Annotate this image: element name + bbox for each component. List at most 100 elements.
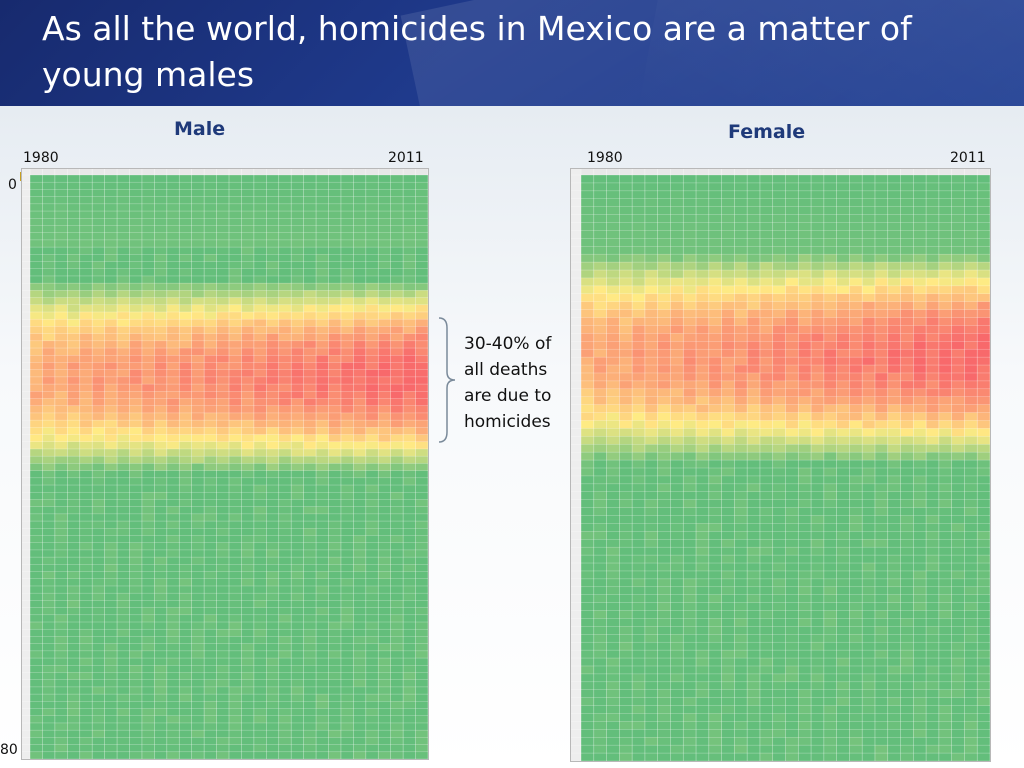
heatmap-cell [785,665,799,675]
heatmap-cell [670,420,684,429]
heatmap-cell [670,555,684,564]
heatmap-cell [278,391,292,399]
heatmap-cell [862,412,876,421]
heatmap-cell [415,340,429,349]
heatmap-cell [657,594,671,603]
heatmap-cell [390,218,404,226]
heatmap-cell [887,491,901,500]
heatmap-cell [403,549,416,558]
heatmap-cell [593,594,607,603]
heatmap-cell [708,618,722,627]
heatmap-cell [179,708,192,717]
heatmap-cell [708,309,722,318]
heatmap-cell [836,222,850,231]
heatmap-cell [278,751,292,760]
heatmap-cell [964,380,978,390]
heatmap-cell [353,722,367,731]
heatmap-cell [823,602,837,611]
heatmap-cell [734,270,748,279]
heatmap-cell [708,602,722,611]
heatmap-cell [42,470,56,479]
heatmap-cell [593,436,607,445]
heatmap-cell [129,607,143,616]
heatmap-cell [154,585,168,594]
heatmap-cell [340,528,354,536]
heatmap-cell [619,380,633,390]
heatmap-cell [54,405,68,414]
heatmap-cell [278,585,292,594]
heatmap-cell [30,463,43,471]
heatmap-cell [179,485,192,493]
heatmap-cell [42,557,56,565]
heatmap-cell [67,528,81,536]
heatmap-cell [92,290,105,298]
heatmap-cell [117,549,130,558]
heatmap-cell [154,607,168,616]
heatmap-cell [887,357,901,366]
heatmap-cell [926,182,940,192]
heatmap-cell [67,225,81,233]
heatmap-cell [632,230,646,239]
heatmap-cell [862,388,876,398]
heatmap-cell [79,665,93,673]
heatmap-cell [141,239,155,248]
heatmap-cell [378,600,391,608]
heatmap-cell [204,622,217,630]
heatmap-cell [191,585,205,594]
heatmap-cell [708,626,722,635]
heatmap-cell [964,491,978,500]
heatmap-cell [92,643,105,652]
heatmap-cell [166,340,180,349]
heatmap-cell [619,175,633,184]
heatmap-cell [403,492,416,500]
heatmap-cell [951,214,965,223]
heatmap-cell [938,475,952,485]
heatmap-cell [415,384,429,392]
heatmap-cell [632,270,646,279]
heatmap-cell [316,326,329,334]
heatmap-cell [204,585,217,594]
heatmap-cell [42,650,56,659]
heatmap-cell [747,333,761,342]
heatmap-cell [964,483,978,493]
heatmap-cell [887,285,901,295]
heatmap-cell [104,679,118,688]
heatmap-cell [154,485,168,493]
heatmap-cell [696,658,710,667]
heatmap-cell [632,222,646,231]
heatmap-cell [849,270,863,279]
heatmap-cell [862,317,876,326]
heatmap-cell [593,721,607,730]
heatmap-cell [619,270,633,279]
heatmap-cell [708,325,722,334]
heatmap-header-row [571,169,990,175]
heatmap-cell [798,523,812,532]
heatmap-cell [253,513,267,522]
heatmap-cell [862,658,876,667]
heatmap-cell [708,254,722,263]
heatmap-cell [67,182,81,190]
heatmap-cell [229,405,242,414]
heatmap-cell [926,658,940,667]
heatmap-cell [657,721,671,730]
heatmap-cell [926,697,940,706]
heatmap-cell [403,470,416,479]
heatmap-cell [216,340,230,349]
heatmap-cell [836,468,850,477]
heatmap-cell [67,412,81,421]
heatmap-cell [644,634,658,643]
heatmap-cell [772,610,786,619]
heatmap-cell [759,507,774,516]
heatmap-cell [30,751,43,760]
heatmap-cell [241,456,255,464]
heatmap-cell [30,333,43,342]
heatmap-cell [278,643,292,652]
heatmap-cell [696,325,710,334]
heatmap-cell [117,715,130,724]
heatmap-cell [785,586,799,595]
heatmap-cell [303,679,317,688]
heatmap-cell [670,309,684,318]
heatmap-cell [30,513,43,522]
heatmap-cell [328,448,342,457]
heatmap-cell [657,428,671,437]
